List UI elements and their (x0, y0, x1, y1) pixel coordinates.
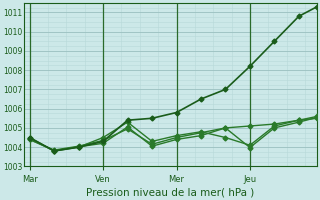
X-axis label: Pression niveau de la mer( hPa ): Pression niveau de la mer( hPa ) (86, 187, 254, 197)
